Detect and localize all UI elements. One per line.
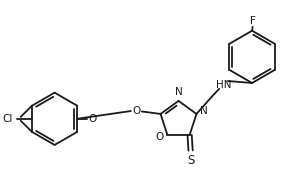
Text: HN: HN — [216, 80, 231, 90]
Text: N: N — [200, 106, 208, 116]
Text: S: S — [187, 154, 194, 167]
Text: O: O — [155, 132, 164, 142]
Text: O: O — [89, 114, 97, 124]
Text: O: O — [132, 106, 140, 116]
Text: F: F — [250, 16, 256, 26]
Text: N: N — [175, 87, 183, 97]
Text: Cl: Cl — [2, 114, 13, 124]
